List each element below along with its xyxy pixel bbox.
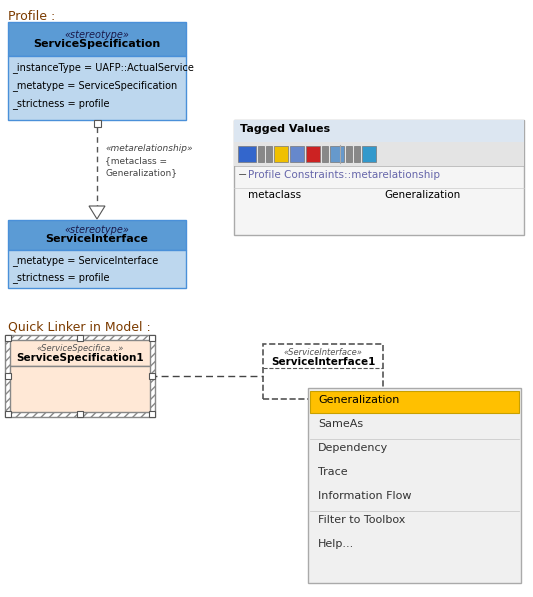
Bar	[5, 335, 11, 341]
Bar	[149, 373, 155, 379]
Bar	[238, 146, 256, 162]
Text: _instanceType = UAFP::ActualService: _instanceType = UAFP::ActualService	[12, 62, 194, 73]
Bar	[234, 120, 524, 142]
Bar	[5, 411, 11, 417]
Text: Information Flow: Information Flow	[318, 491, 411, 501]
Text: Generalization}: Generalization}	[105, 168, 177, 177]
Text: Help...: Help...	[318, 539, 354, 549]
Text: Filter to Toolbox: Filter to Toolbox	[318, 515, 406, 525]
Bar	[10, 340, 150, 366]
Text: _strictness = profile: _strictness = profile	[12, 98, 109, 109]
Bar	[330, 146, 344, 162]
Bar	[8, 22, 186, 56]
Text: _metatype = ServiceSpecification: _metatype = ServiceSpecification	[12, 80, 177, 91]
Bar	[354, 146, 360, 162]
Text: _metatype = ServiceInterface: _metatype = ServiceInterface	[12, 255, 158, 266]
Text: «stereotype»: «stereotype»	[64, 225, 130, 235]
Bar	[266, 146, 272, 162]
Text: «stereotype»: «stereotype»	[64, 30, 130, 40]
Text: Generalization: Generalization	[318, 395, 399, 405]
Text: Quick Linker in Model :: Quick Linker in Model :	[8, 320, 151, 333]
Bar	[8, 220, 186, 250]
Text: {metaclass =: {metaclass =	[105, 156, 167, 165]
Text: «metarelationship»: «metarelationship»	[105, 144, 192, 153]
Bar	[8, 56, 186, 120]
Text: ServiceInterface1: ServiceInterface1	[271, 357, 375, 367]
Bar	[234, 120, 524, 235]
Bar	[234, 142, 524, 166]
Bar	[5, 373, 11, 379]
Bar	[308, 388, 521, 583]
Text: metaclass: metaclass	[248, 190, 301, 200]
Text: Dependency: Dependency	[318, 443, 388, 453]
Bar	[310, 391, 519, 413]
Text: Profile Constraints::metarelationship: Profile Constraints::metarelationship	[248, 170, 440, 180]
Text: _strictness = profile: _strictness = profile	[12, 272, 109, 283]
Bar	[322, 146, 328, 162]
Bar	[346, 146, 352, 162]
Bar	[306, 146, 320, 162]
Bar	[263, 344, 383, 399]
Bar	[290, 146, 304, 162]
Bar	[77, 411, 83, 417]
Bar	[5, 335, 155, 417]
Bar	[274, 146, 288, 162]
Text: Generalization: Generalization	[385, 190, 461, 200]
Text: −: −	[238, 170, 247, 180]
Bar	[362, 146, 376, 162]
Bar	[149, 335, 155, 341]
Text: «ServiceSpecifica...»: «ServiceSpecifica...»	[36, 344, 124, 353]
Bar	[10, 366, 150, 412]
Text: ServiceInterface: ServiceInterface	[45, 234, 148, 244]
Bar	[149, 411, 155, 417]
Bar	[94, 120, 101, 127]
Text: «ServiceInterface»: «ServiceInterface»	[284, 348, 362, 357]
Text: Tagged Values: Tagged Values	[240, 124, 330, 134]
Bar	[258, 146, 264, 162]
Text: ServiceSpecification: ServiceSpecification	[34, 39, 160, 49]
Polygon shape	[89, 206, 105, 219]
Text: ServiceSpecification1: ServiceSpecification1	[16, 353, 144, 363]
Bar	[8, 250, 186, 288]
Text: Profile :: Profile :	[8, 10, 55, 23]
Text: Trace: Trace	[318, 467, 348, 477]
Text: SameAs: SameAs	[318, 419, 363, 429]
Bar	[77, 335, 83, 341]
